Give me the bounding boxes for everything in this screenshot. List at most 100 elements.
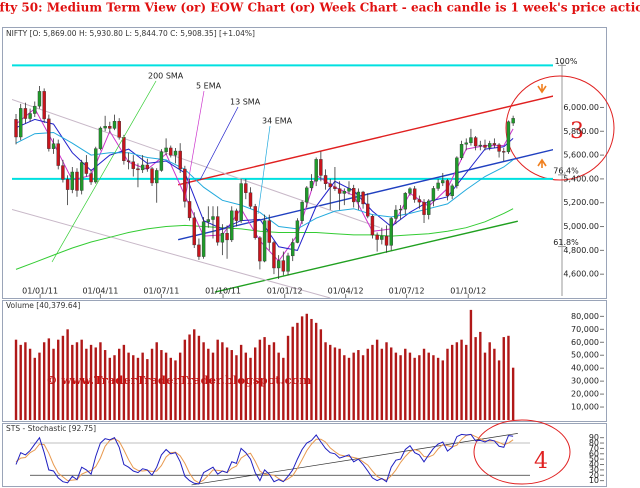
volume-bar <box>291 326 294 420</box>
candle-body <box>431 188 436 202</box>
candle-body <box>459 144 464 159</box>
stochastic-legend: STS - Stochastic [92.75] <box>6 424 96 433</box>
candle-body <box>497 144 501 152</box>
volume-bar <box>99 342 102 420</box>
volume-bar <box>427 352 430 420</box>
candle-body <box>230 210 234 241</box>
y-tick-label: 5,800.00 <box>563 127 599 136</box>
candle-body <box>506 121 511 153</box>
y-tick-label: 20,000 <box>571 390 599 399</box>
candle-body <box>215 216 220 243</box>
price-panel <box>2 27 607 299</box>
volume-bar <box>413 357 416 420</box>
candle-body <box>436 182 440 189</box>
volume-bar <box>282 357 285 420</box>
candle-body <box>394 209 398 219</box>
volume-bar <box>450 344 454 420</box>
candle-body <box>455 157 459 187</box>
annotation: 4 <box>534 449 548 474</box>
volume-bar <box>146 359 149 420</box>
candle-body <box>295 220 300 243</box>
volume-bar <box>33 357 36 420</box>
candle-body <box>47 118 51 149</box>
volume-bar <box>390 347 393 420</box>
candle-body <box>79 162 84 191</box>
candle-body <box>300 201 304 221</box>
volume-bar <box>244 352 248 420</box>
price-legend: NIFTY [O: 5,869.00 H: 5,930.80 L: 5,844.… <box>6 29 255 38</box>
volume-bar <box>132 355 135 420</box>
volume-bar <box>19 344 22 420</box>
volume-bar <box>375 339 379 420</box>
candle-body <box>56 143 60 166</box>
volume-bar <box>249 357 252 420</box>
candle-body <box>75 171 79 191</box>
y-tick-label: 4,800.00 <box>563 246 599 255</box>
volume-bar <box>474 337 477 420</box>
candle-body <box>155 170 159 184</box>
candle-body <box>183 168 187 202</box>
volume-bar <box>66 329 69 420</box>
volume-bar <box>80 339 83 420</box>
volume-bar <box>136 357 140 420</box>
volume-bar <box>28 348 32 420</box>
volume-bar <box>310 318 313 420</box>
volume-bar <box>164 352 168 420</box>
y-tick-label: 80 <box>589 439 599 448</box>
volume-bar <box>127 352 130 420</box>
volume-bar <box>155 342 158 420</box>
volume-bar <box>366 348 369 420</box>
candle-body <box>192 217 196 246</box>
y-tick-label: 10,000 <box>571 403 599 412</box>
candle-body <box>206 219 211 222</box>
candle-body <box>225 233 229 241</box>
candle-body <box>169 147 173 156</box>
candle-body <box>380 235 384 240</box>
volume-bar <box>502 337 505 420</box>
x-tick-label: 01/01/11 <box>22 287 58 296</box>
volume-bar <box>305 313 308 420</box>
candle-body <box>61 165 65 180</box>
candle-body <box>389 218 393 246</box>
volume-bar <box>24 342 27 420</box>
y-tick-label: 70 <box>589 444 599 453</box>
y-tick-label: 80,000 <box>571 312 599 321</box>
volume-bar <box>300 316 304 420</box>
candle-body <box>112 121 117 129</box>
candle-body <box>150 168 154 184</box>
y-tick-label: 5,400.00 <box>563 174 599 183</box>
candle-body <box>347 187 351 192</box>
volume-bar <box>497 360 501 420</box>
candle-body <box>511 118 515 124</box>
volume-bar <box>361 355 365 420</box>
label-connector <box>51 80 157 263</box>
y-tick-label: 5,000.00 <box>563 222 599 231</box>
candle-body <box>65 179 70 190</box>
candle-body <box>37 91 42 107</box>
y-tick-label: 50 <box>589 455 599 464</box>
legend-label: 5 EMA <box>196 82 222 91</box>
candle-body <box>234 210 239 221</box>
candle-body <box>281 260 286 272</box>
volume-bar <box>197 335 201 420</box>
volume-bar <box>254 347 257 420</box>
volume-bar <box>483 352 487 420</box>
x-tick-label: 01/07/12 <box>389 287 425 296</box>
volume-bar <box>436 357 440 420</box>
candle-body <box>108 126 112 129</box>
candle-body <box>398 208 403 211</box>
legend-label: 200 SMA <box>148 72 184 81</box>
candle-body <box>342 191 347 194</box>
candle-body <box>483 144 487 148</box>
volume-bar <box>108 357 112 420</box>
volume-bar <box>511 367 515 420</box>
volume-bar <box>408 352 412 420</box>
x-tick-label: 01/04/11 <box>82 287 118 296</box>
trend-line <box>191 433 518 486</box>
candle-body <box>276 260 281 269</box>
volume-panel <box>2 300 607 422</box>
candle-body <box>408 188 412 194</box>
candle-body <box>370 215 375 236</box>
candle-body <box>197 244 201 257</box>
volume-bar <box>52 348 55 420</box>
